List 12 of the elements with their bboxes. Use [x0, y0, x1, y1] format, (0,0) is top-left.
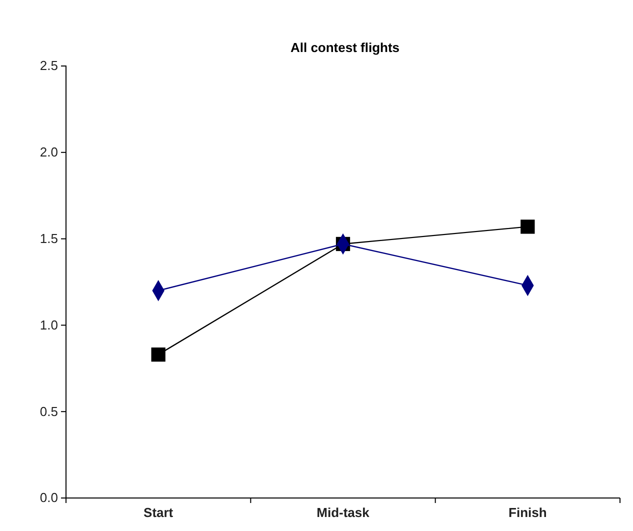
point [151, 348, 166, 362]
y-tick-label: 2.0 [40, 144, 58, 160]
y-tick-label: 2.5 [40, 58, 58, 74]
y-tick-label: 0.0 [40, 490, 58, 506]
y-tick-label: 1.5 [40, 230, 58, 246]
point [520, 220, 535, 234]
y-tick-label: 1.0 [40, 317, 58, 332]
y-tick-label: 0.5 [40, 404, 58, 419]
x-tick-label: Mid-task [316, 505, 370, 520]
x-tick-label: Finish [508, 505, 547, 520]
chart-title: All contest flights [290, 40, 400, 55]
x-tick-label: Start [144, 505, 174, 520]
